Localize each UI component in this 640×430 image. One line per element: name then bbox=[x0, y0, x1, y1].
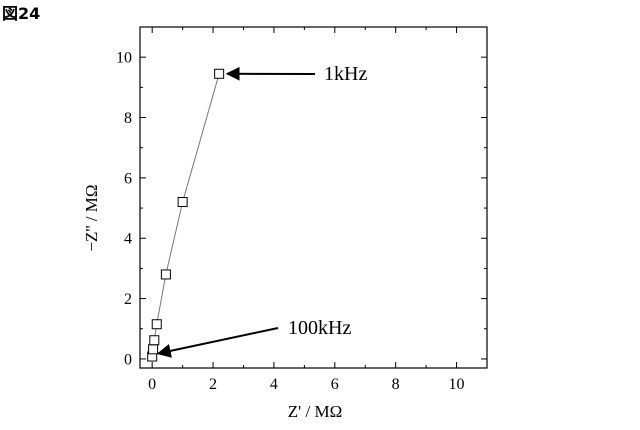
y-tick-label: 8 bbox=[124, 110, 132, 127]
series-line bbox=[152, 74, 219, 357]
y-axis-label: −Z'' / MΩ bbox=[82, 184, 101, 251]
y-tick-label: 0 bbox=[124, 351, 132, 368]
y-tick-label: 6 bbox=[124, 170, 132, 187]
x-tick-label: 0 bbox=[148, 376, 156, 393]
x-tick-label: 8 bbox=[392, 376, 400, 393]
x-tick-label: 10 bbox=[449, 376, 465, 393]
data-point bbox=[178, 198, 187, 207]
data-point bbox=[161, 270, 170, 279]
annotation-arrow bbox=[158, 328, 278, 354]
data-point bbox=[149, 345, 158, 354]
y-tick-label: 10 bbox=[116, 50, 132, 67]
x-axis-label: Z' / MΩ bbox=[288, 402, 342, 421]
x-tick-label: 4 bbox=[270, 376, 278, 393]
x-tick-label: 6 bbox=[331, 376, 339, 393]
annotation-label: 100kHz bbox=[288, 317, 351, 339]
data-point bbox=[215, 69, 224, 78]
x-tick-label: 2 bbox=[209, 376, 217, 393]
y-tick-label: 4 bbox=[124, 231, 132, 248]
annotation-label: 1kHz bbox=[324, 63, 367, 85]
data-point bbox=[152, 320, 161, 329]
y-tick-label: 2 bbox=[124, 291, 132, 308]
data-point bbox=[150, 336, 159, 345]
